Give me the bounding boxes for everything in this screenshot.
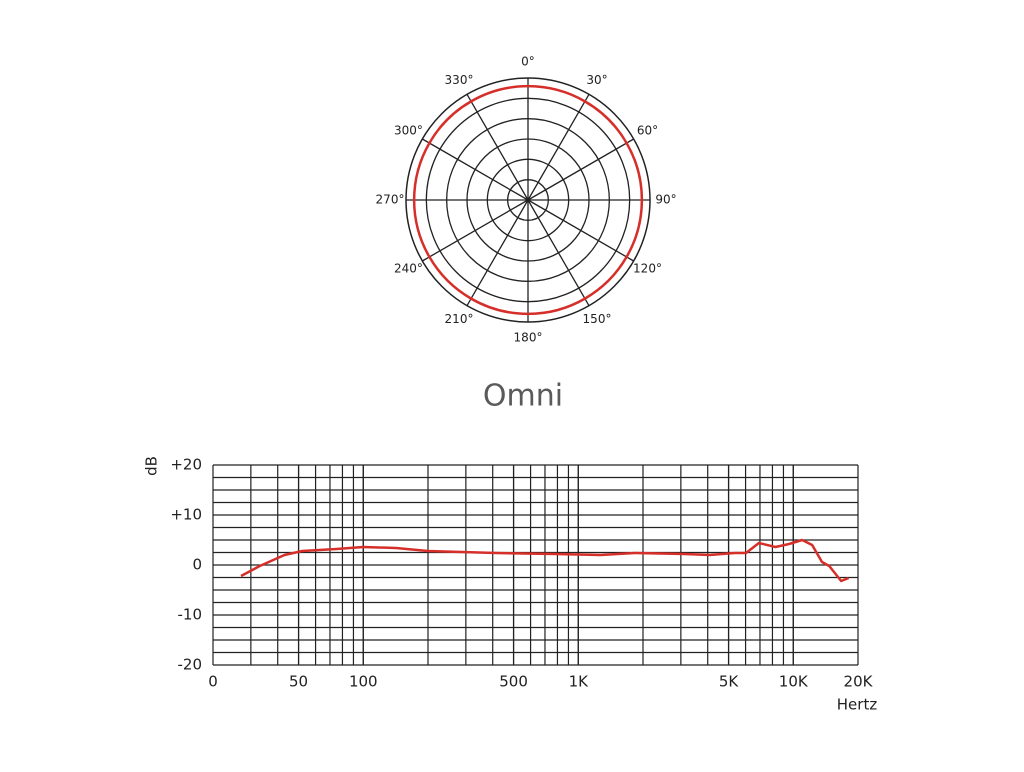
spoke (422, 199, 529, 262)
angle-label: 150° (583, 312, 612, 326)
angle-label: 60° (637, 124, 658, 138)
x-axis-label: Hertz (837, 696, 878, 714)
y-tick-label: +10 (170, 506, 202, 524)
angle-label: 300° (394, 124, 423, 138)
x-tick-label: 0 (208, 673, 218, 691)
y-axis-label: dB (143, 456, 161, 476)
spoke (527, 138, 634, 201)
spoke (527, 199, 590, 306)
y-tick-label: -10 (178, 606, 203, 624)
x-tick-label: 100 (349, 673, 378, 691)
x-tick-label: 500 (499, 673, 528, 691)
spoke (466, 94, 529, 201)
y-tick-label: 0 (192, 556, 202, 574)
spoke (466, 199, 529, 306)
angle-label: 240° (394, 262, 423, 276)
angle-label: 0° (521, 55, 535, 69)
response-line (240, 538, 850, 583)
spoke (422, 138, 529, 201)
chart-title: Omni (483, 379, 563, 414)
angle-label: 330° (445, 73, 474, 87)
angle-label: 90° (655, 193, 676, 207)
y-tick-label: -20 (178, 656, 203, 674)
x-tick-label: 20K (844, 673, 874, 691)
angle-label: 270° (376, 193, 405, 207)
angle-label: 120° (633, 262, 662, 276)
angle-label: 210° (445, 312, 474, 326)
x-tick-label: 1K (569, 673, 590, 691)
x-tick-label: 10K (779, 673, 809, 691)
spoke (527, 199, 634, 262)
y-tick-label: +20 (170, 456, 202, 474)
angle-label: 180° (514, 331, 543, 345)
x-tick-label: 50 (289, 673, 308, 691)
x-tick-label: 5K (719, 673, 740, 691)
spoke (527, 94, 590, 201)
angle-label: 30° (586, 73, 607, 87)
polar-curve (412, 84, 644, 316)
